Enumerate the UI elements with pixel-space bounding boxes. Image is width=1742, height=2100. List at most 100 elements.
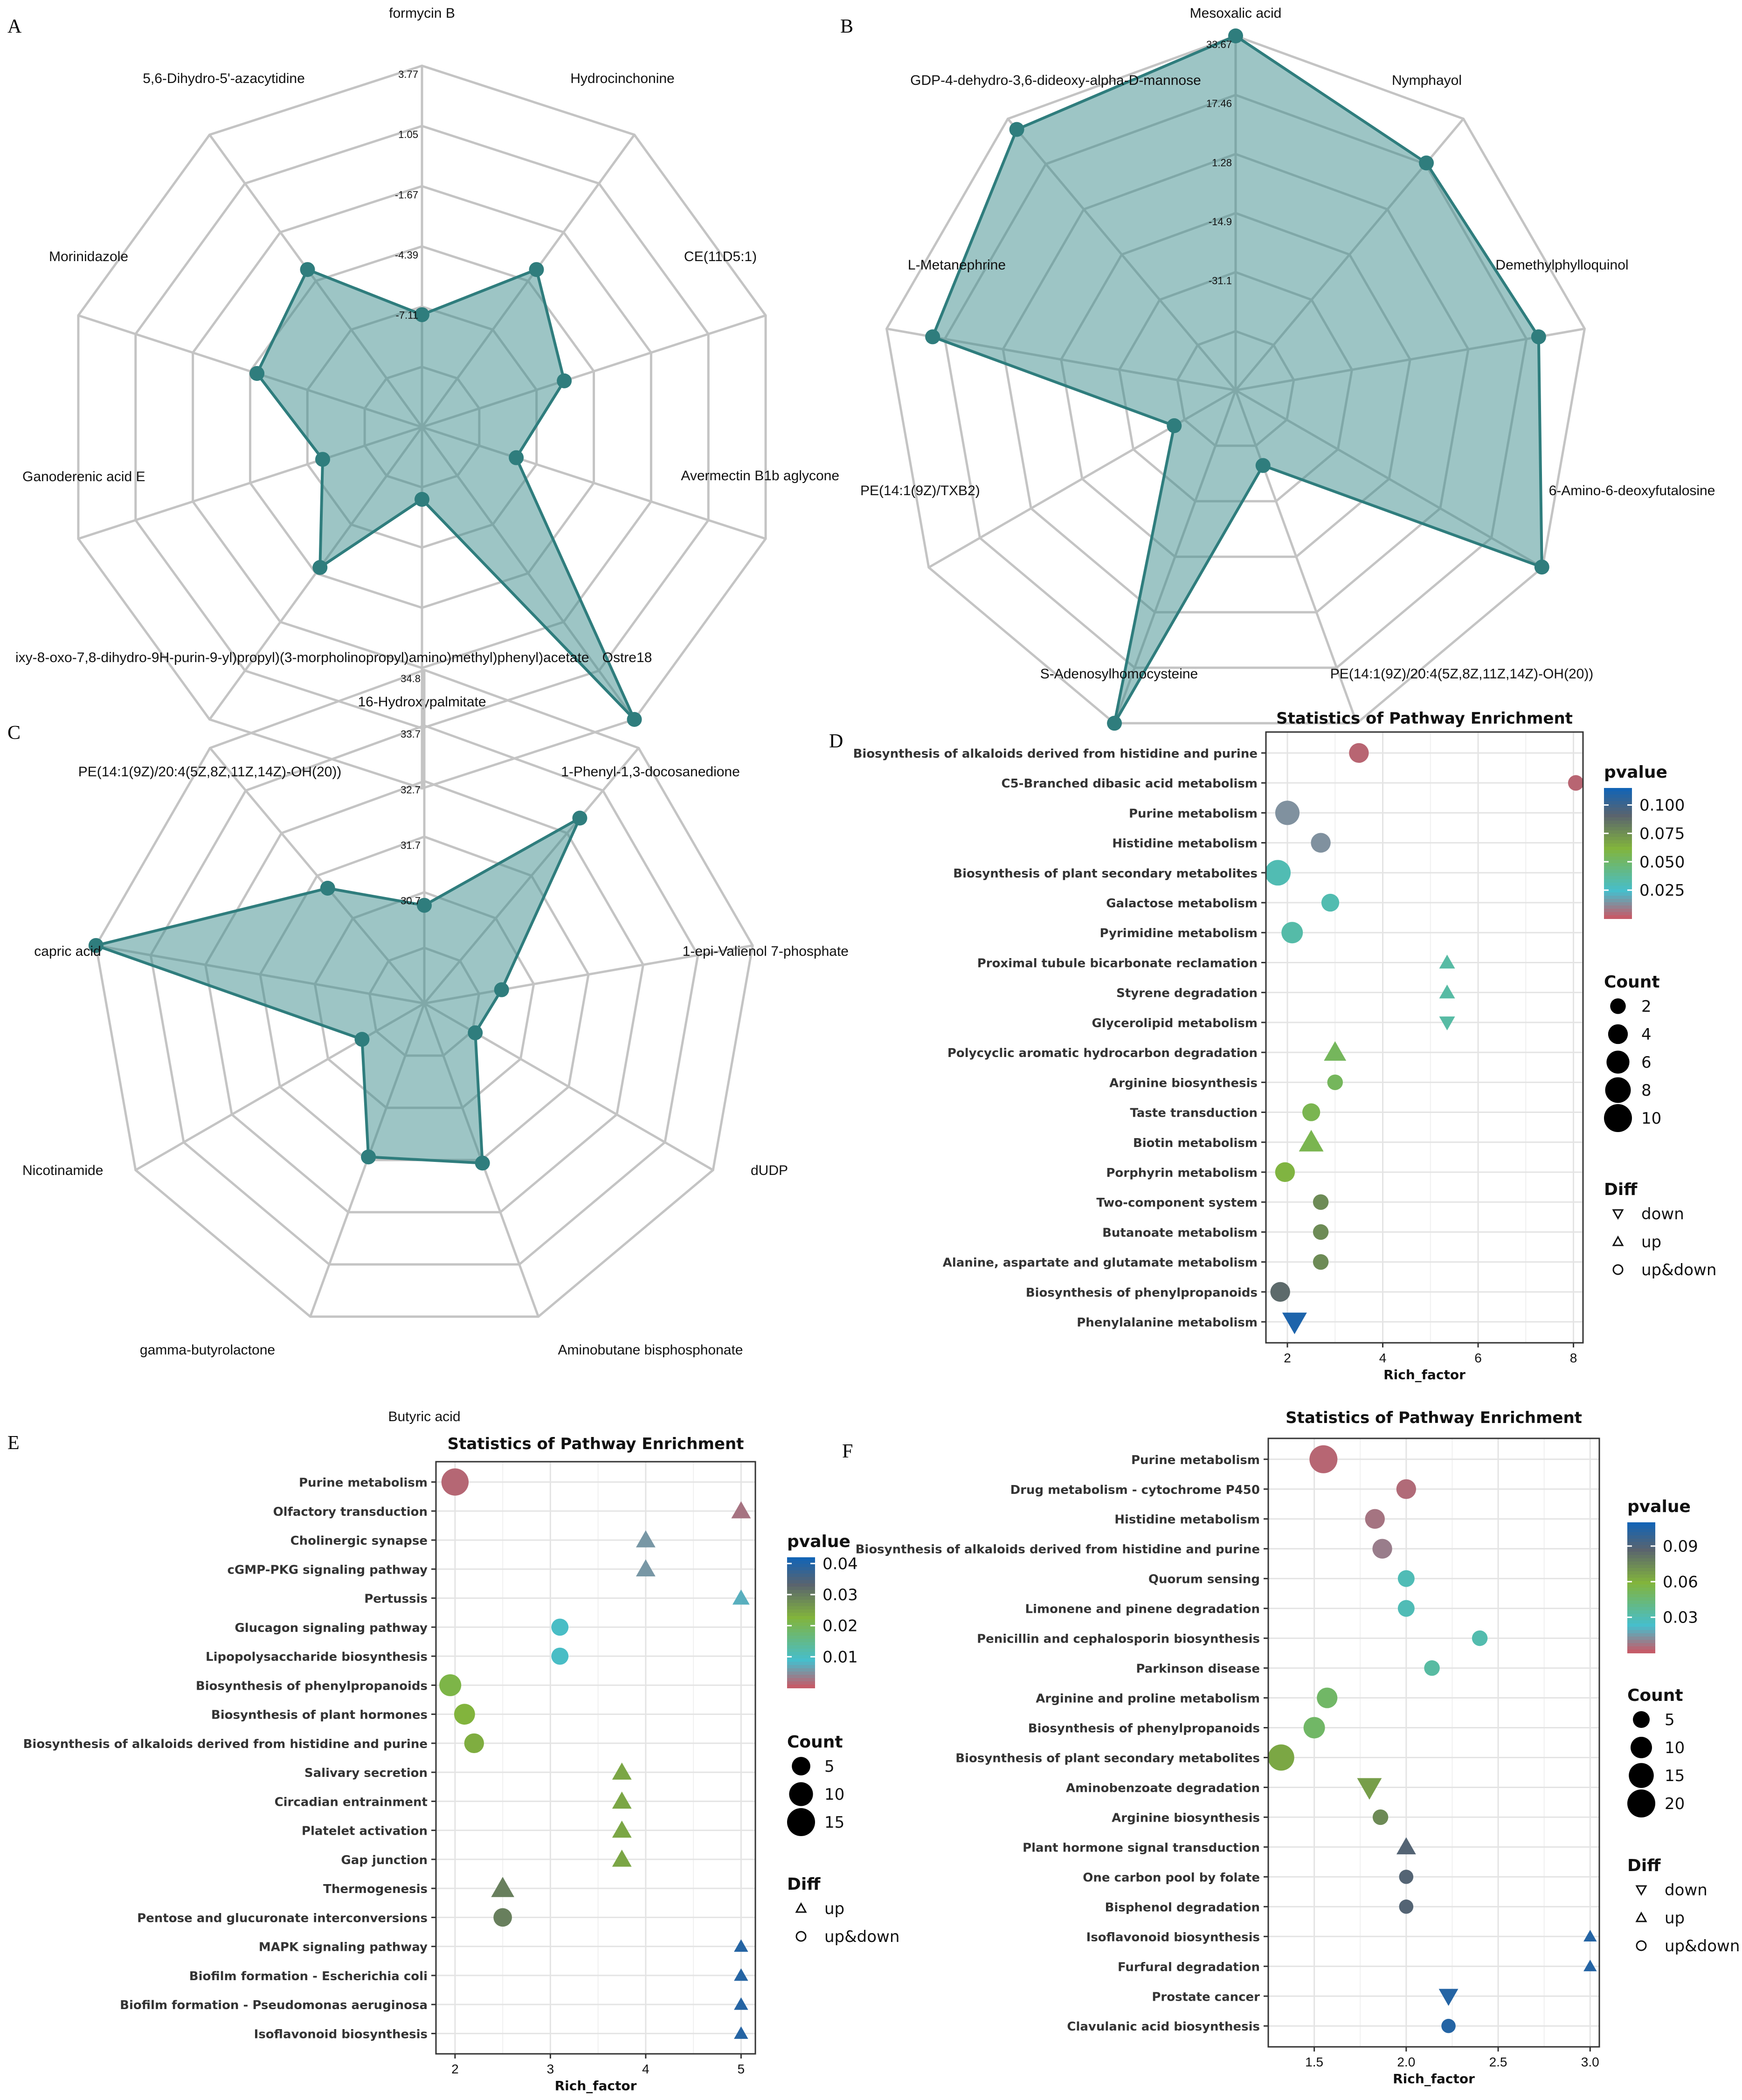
colorbar-segment bbox=[1627, 1601, 1655, 1604]
count-legend-label: 6 bbox=[1641, 1053, 1652, 1072]
radar-axis-label: formycin B bbox=[389, 6, 455, 21]
colorbar-segment bbox=[787, 1632, 815, 1636]
enrichment-point bbox=[1396, 1837, 1416, 1855]
count-legend-label: 10 bbox=[824, 1785, 844, 1804]
colorbar-label: 0.02 bbox=[823, 1617, 858, 1636]
radar-ring-value: 30.7 bbox=[401, 895, 421, 907]
pathway-label: C5-Branched dibasic acid metabolism bbox=[1001, 777, 1258, 791]
enrichment-point bbox=[1324, 1041, 1347, 1061]
colorbar-segment bbox=[1604, 902, 1632, 906]
colorbar-segment bbox=[1627, 1620, 1655, 1624]
colorbar-label: 0.025 bbox=[1639, 881, 1685, 900]
pathway-label: Drug metabolism - cytochrome P450 bbox=[1010, 1483, 1260, 1497]
legend-title-pvalue: pvalue bbox=[1604, 763, 1667, 782]
colorbar-segment bbox=[787, 1613, 815, 1616]
pathway-label: Biofilm formation - Escherichia coli bbox=[189, 1969, 428, 1983]
colorbar-label: 0.01 bbox=[823, 1648, 858, 1666]
count-legend-label: 15 bbox=[1665, 1767, 1685, 1785]
count-legend-label: 15 bbox=[824, 1813, 844, 1832]
colorbar-segment bbox=[787, 1561, 815, 1564]
pathway-label: Biosynthesis of phenylpropanoids bbox=[1028, 1722, 1260, 1736]
pathway-label: Salivary secretion bbox=[304, 1766, 428, 1780]
pathway-label: Alanine, aspartate and glutamate metabol… bbox=[943, 1256, 1258, 1270]
colorbar-segment bbox=[787, 1626, 815, 1630]
radar-point bbox=[509, 450, 524, 465]
colorbar-label: 0.03 bbox=[1663, 1609, 1698, 1627]
enrichment-point bbox=[734, 2026, 748, 2039]
x-tick-label: 4 bbox=[1379, 1351, 1387, 1365]
enrichment-point bbox=[464, 1733, 484, 1754]
radar-axis-label: 1-Phenyl-1,3-docosanedione bbox=[561, 764, 740, 780]
enrichment-point bbox=[1372, 1809, 1389, 1825]
count-legend-dot bbox=[1606, 1050, 1630, 1074]
pathway-label: Olfactory transduction bbox=[273, 1505, 428, 1519]
radar-ring-value: 17.46 bbox=[1206, 98, 1232, 110]
colorbar-label: 0.06 bbox=[1663, 1573, 1698, 1591]
colorbar-segment bbox=[1604, 886, 1632, 890]
colorbar-segment bbox=[1604, 892, 1632, 896]
colorbar-segment bbox=[1604, 834, 1632, 837]
colorbar-segment bbox=[787, 1583, 815, 1587]
enrichment-point bbox=[732, 1589, 750, 1605]
radar-axis-label: GDP-4-dehydro-3,6-dideoxy-alpha-D-mannos… bbox=[910, 73, 1201, 88]
enrichment-point bbox=[1268, 1744, 1294, 1771]
count-legend-label: 20 bbox=[1665, 1795, 1685, 1813]
colorbar-segment bbox=[787, 1593, 815, 1597]
enrichment-point bbox=[734, 1997, 748, 2010]
colorbar-segment bbox=[787, 1570, 815, 1574]
plot-panel bbox=[435, 1461, 756, 2055]
x-tick-label: 3 bbox=[547, 2062, 554, 2076]
radar-ring-value: -14.9 bbox=[1209, 216, 1232, 228]
pathway-label: Porphyrin metabolism bbox=[1106, 1166, 1258, 1180]
panel-label-e: E bbox=[7, 1432, 20, 1454]
colorbar-segment bbox=[1604, 915, 1632, 919]
colorbar-segment bbox=[1604, 896, 1632, 899]
count-legend-dot bbox=[1610, 998, 1626, 1014]
pathway-label: Thermogenesis bbox=[323, 1882, 428, 1896]
enrichment-point bbox=[1568, 775, 1584, 791]
colorbar-segment bbox=[1627, 1646, 1655, 1650]
diff-legend-label: up&down bbox=[1665, 1937, 1740, 1955]
pathway-label: Phenylalanine metabolism bbox=[1077, 1316, 1258, 1330]
colorbar-segment bbox=[787, 1574, 815, 1577]
enrichment-point bbox=[612, 1762, 632, 1780]
colorbar-segment bbox=[1627, 1630, 1655, 1634]
chart-title: Statistics of Pathway Enrichment bbox=[1286, 1409, 1582, 1427]
enrichment-point bbox=[1397, 1600, 1415, 1617]
colorbar-segment bbox=[1627, 1548, 1655, 1552]
colorbar-segment bbox=[1604, 873, 1632, 877]
diff-legend-label: down bbox=[1641, 1205, 1684, 1223]
count-legend-label: 5 bbox=[824, 1757, 835, 1776]
enrichment-point bbox=[1327, 1074, 1343, 1091]
enrichment-point bbox=[1399, 1900, 1414, 1914]
radar-point bbox=[468, 1025, 483, 1041]
x-tick-label: 1.5 bbox=[1305, 2055, 1323, 2069]
x-tick-label: 5 bbox=[738, 2062, 745, 2076]
radar-point bbox=[312, 560, 328, 575]
radar-axis-label: ixy-8-oxo-7,8-dihydro-9H-purin-9-yl)prop… bbox=[15, 650, 589, 665]
count-legend-dot bbox=[1629, 1763, 1654, 1788]
enrichment-point bbox=[1357, 1778, 1382, 1800]
colorbar-segment bbox=[1604, 814, 1632, 818]
colorbar-segment bbox=[1627, 1545, 1655, 1549]
diff-legend-label: up&down bbox=[824, 1927, 899, 1946]
radar-point bbox=[88, 938, 104, 953]
radar-point bbox=[1107, 716, 1122, 731]
colorbar-segment bbox=[787, 1606, 815, 1610]
enrichment-point bbox=[1317, 1687, 1338, 1708]
pathway-label: Biosynthesis of phenylpropanoids bbox=[1026, 1286, 1258, 1300]
chart-title: Statistics of Pathway Enrichment bbox=[448, 1435, 744, 1453]
colorbar-segment bbox=[1604, 798, 1632, 801]
radar-chart-c: 34.8 33.7 32.7 31.7 30.7 Butyric acid 1-Phenyl… bbox=[22, 669, 849, 1424]
pathway-label: Galactose metabolism bbox=[1106, 897, 1258, 911]
radar-area bbox=[931, 34, 1543, 724]
pathway-label: Isoflavonoid biosynthesis bbox=[1086, 1930, 1260, 1944]
enrichment-point bbox=[1424, 1660, 1440, 1676]
enrichment-point bbox=[1281, 922, 1303, 944]
enrichment-point bbox=[454, 1704, 475, 1725]
enrichment-point bbox=[1265, 860, 1291, 886]
radar-point bbox=[417, 898, 432, 913]
radar-axis-label: Demethylphylloquinol bbox=[1495, 257, 1628, 273]
panel-label-c: C bbox=[7, 722, 21, 744]
pathway-label: Platelet activation bbox=[302, 1824, 428, 1838]
